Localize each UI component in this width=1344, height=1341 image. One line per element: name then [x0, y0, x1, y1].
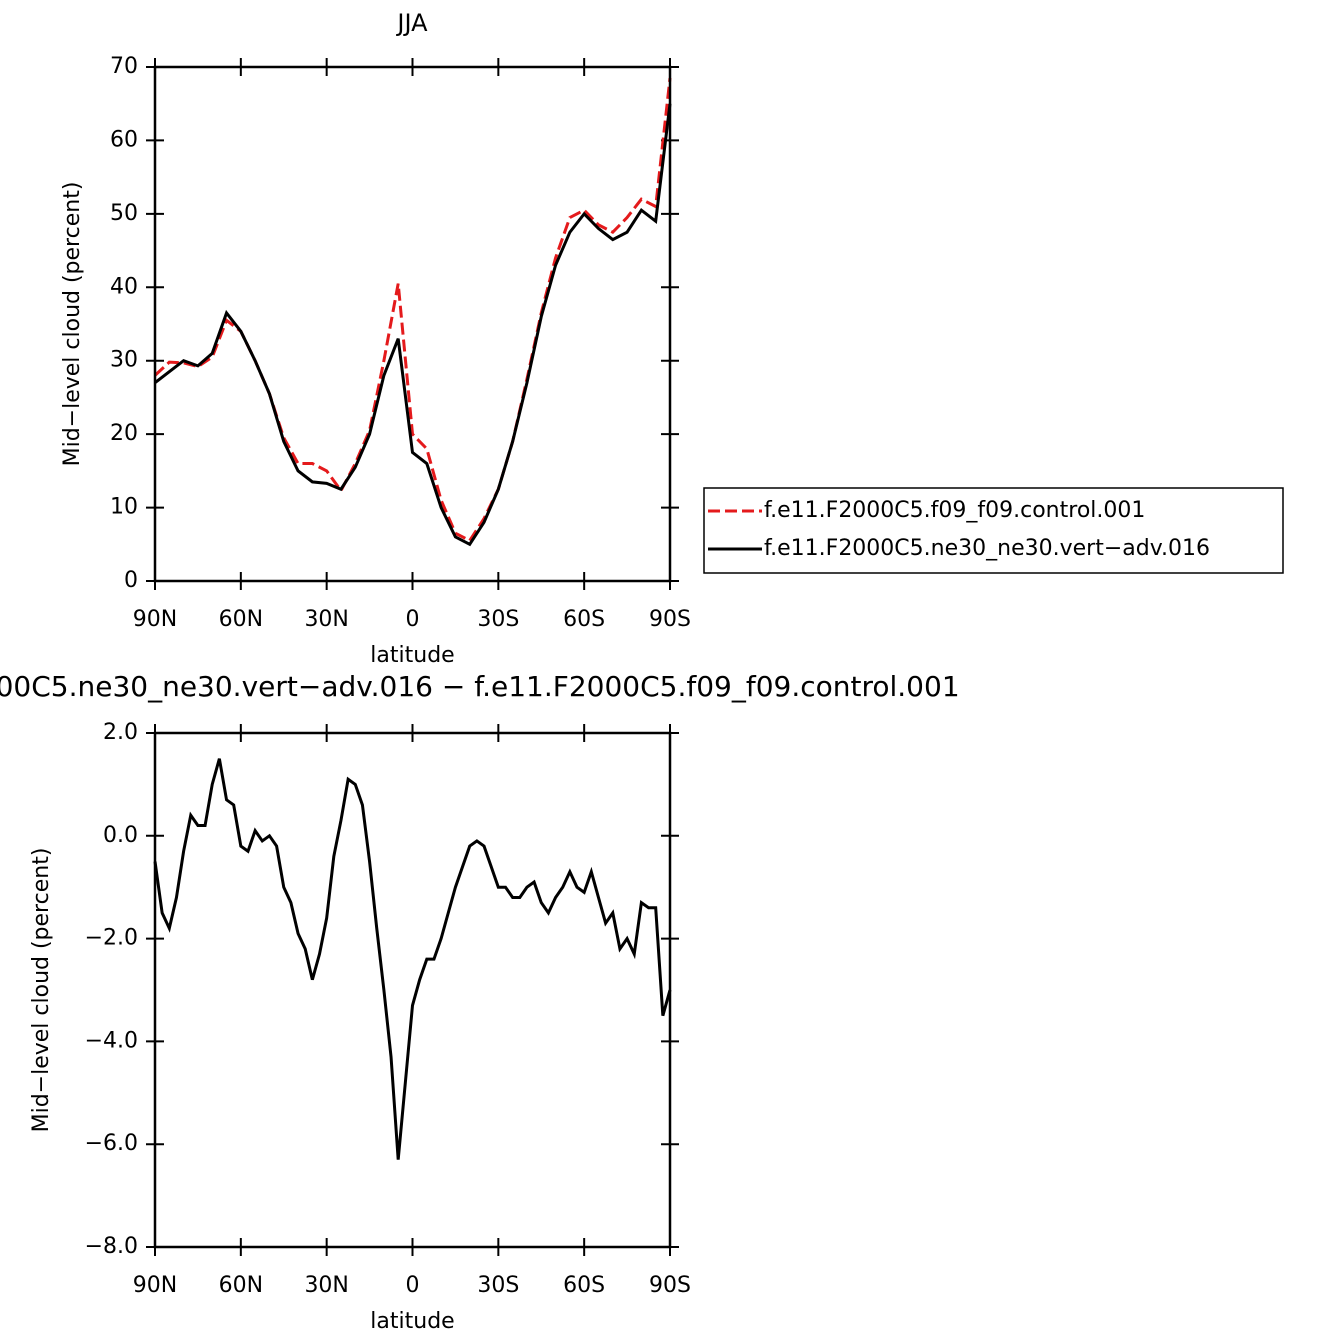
chart-title: f.e11.F2000C5.ne30_ne30.vert−adv.016 − f…: [0, 670, 960, 703]
x-tick-label: 30S: [477, 607, 519, 632]
plot-frame: [153, 65, 672, 583]
y-tick-label: 2.0: [103, 720, 138, 745]
data-line: [153, 758, 672, 1160]
data-line: [153, 77, 672, 543]
y-tick-label: 30: [110, 348, 138, 373]
y-axis-label: Mid−level cloud (percent): [60, 182, 85, 467]
x-tick-label: 90N: [133, 607, 177, 632]
x-tick-label: 60S: [563, 607, 605, 632]
y-axis-label: Mid−level cloud (percent): [29, 848, 54, 1133]
y-tick-label: 20: [110, 421, 138, 446]
y-tick-label: −8.0: [85, 1234, 138, 1259]
x-tick-label: 90N: [133, 1273, 177, 1298]
legend-label: f.e11.F2000C5.ne30_ne30.vert−adv.016: [764, 536, 1210, 561]
y-tick-label: 40: [110, 274, 138, 299]
x-tick-label: 90S: [649, 1273, 691, 1298]
x-tick-label: 60N: [219, 1273, 263, 1298]
x-tick-label: 90S: [649, 607, 691, 632]
y-tick-label: −4.0: [85, 1028, 138, 1053]
y-tick-label: 0: [124, 568, 138, 593]
x-tick-label: 60N: [219, 607, 263, 632]
x-tick-label: 0: [406, 607, 420, 632]
x-axis-label: latitude: [370, 643, 454, 668]
y-tick-label: 60: [110, 127, 138, 152]
y-tick-label: −2.0: [85, 926, 138, 951]
y-tick-label: −6.0: [85, 1131, 138, 1156]
x-axis-label: latitude: [370, 1309, 454, 1334]
x-tick-label: 30N: [304, 607, 348, 632]
x-tick-label: 30N: [304, 1273, 348, 1298]
chart-title: JJA: [395, 9, 428, 37]
x-tick-label: 30S: [477, 1273, 519, 1298]
data-line: [154, 103, 672, 547]
y-tick-label: 50: [110, 201, 138, 226]
y-tick-label: 0.0: [103, 823, 138, 848]
x-tick-label: 60S: [563, 1273, 605, 1298]
plot-frame: [153, 731, 672, 1249]
legend-box: [703, 487, 1284, 574]
y-tick-label: 70: [110, 54, 138, 79]
legend-label: f.e11.F2000C5.f09_f09.control.001: [764, 498, 1145, 523]
x-tick-label: 0: [406, 1273, 420, 1298]
y-tick-label: 10: [110, 495, 138, 520]
